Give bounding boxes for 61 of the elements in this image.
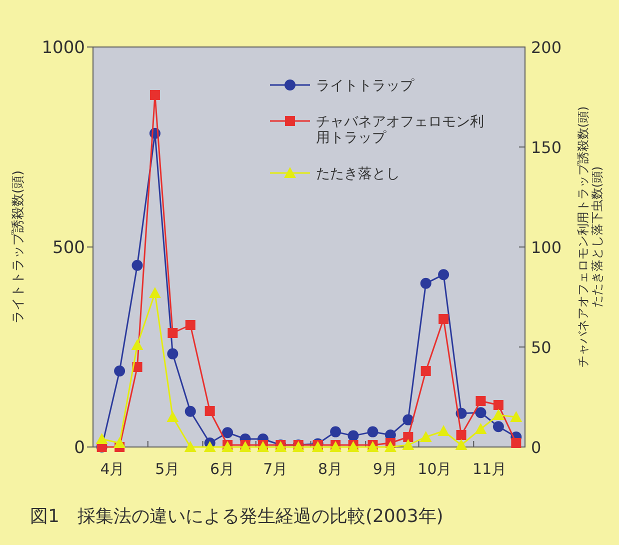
- y2-tick-label: 0: [531, 438, 542, 457]
- point: [438, 314, 449, 324]
- x-tick-label: 5月: [155, 460, 180, 478]
- point: [185, 320, 196, 330]
- point: [184, 441, 196, 452]
- point: [148, 287, 161, 298]
- point: [96, 433, 108, 444]
- point: [204, 441, 216, 452]
- y2-axis-title: チャバネアオフェロモン利用トラップ誘殺数(頭) たたき落とし落下虫数(頭): [576, 106, 604, 368]
- point: [167, 348, 178, 360]
- y-tick-label: 1000: [42, 38, 85, 58]
- point: [476, 396, 486, 406]
- point: [456, 430, 466, 440]
- point: [114, 366, 126, 376]
- point: [455, 439, 468, 450]
- point: [222, 427, 234, 438]
- text: 図1 採集法の違いによる発生経過の比較(2003年): [30, 506, 444, 527]
- x-tick-label: 6月: [210, 460, 235, 478]
- point: [184, 406, 196, 417]
- point: [348, 430, 359, 442]
- point: [402, 439, 414, 450]
- y-tick-label: 0: [74, 438, 85, 458]
- x-tick-label: 8月: [318, 460, 343, 478]
- y2-tick-label: 50: [531, 338, 552, 357]
- point: [402, 414, 414, 426]
- x-tick-label: 10月: [418, 460, 452, 478]
- point: [330, 426, 342, 438]
- x-tick-label: 11月: [472, 460, 507, 478]
- point: [420, 431, 432, 442]
- point: [420, 366, 431, 376]
- point: [166, 411, 179, 422]
- point: [511, 438, 522, 448]
- point: [492, 409, 504, 420]
- point: [510, 411, 522, 422]
- legend-label: チャバネアオフェロモン利用トラップ: [316, 114, 484, 146]
- point: [403, 432, 414, 442]
- point: [420, 278, 432, 289]
- point: [132, 260, 143, 271]
- point: [438, 269, 450, 280]
- point: [131, 339, 144, 350]
- y2-tick-label: 100: [531, 238, 562, 257]
- point: [204, 406, 215, 416]
- point: [492, 421, 504, 432]
- legend-label: ライトトラップ: [316, 78, 415, 94]
- point: [493, 400, 504, 410]
- y-axis-title: ライトトラップ誘殺数(頭): [11, 170, 26, 324]
- legend-label: たたき落とし: [316, 166, 400, 182]
- point: [384, 441, 396, 452]
- point: [438, 425, 450, 436]
- point: [150, 90, 160, 100]
- x-tick-label: 9月: [372, 460, 398, 478]
- point: [474, 423, 487, 434]
- point: [168, 328, 178, 338]
- y-tick-label: 500: [52, 238, 85, 258]
- x-tick-label: 7月: [263, 460, 288, 478]
- point: [475, 407, 486, 418]
- y2-tick-label: 150: [531, 138, 562, 157]
- x-tick-label: 4月: [100, 460, 125, 478]
- point: [114, 437, 126, 448]
- y2-tick-label: 200: [531, 38, 562, 57]
- point: [367, 426, 378, 438]
